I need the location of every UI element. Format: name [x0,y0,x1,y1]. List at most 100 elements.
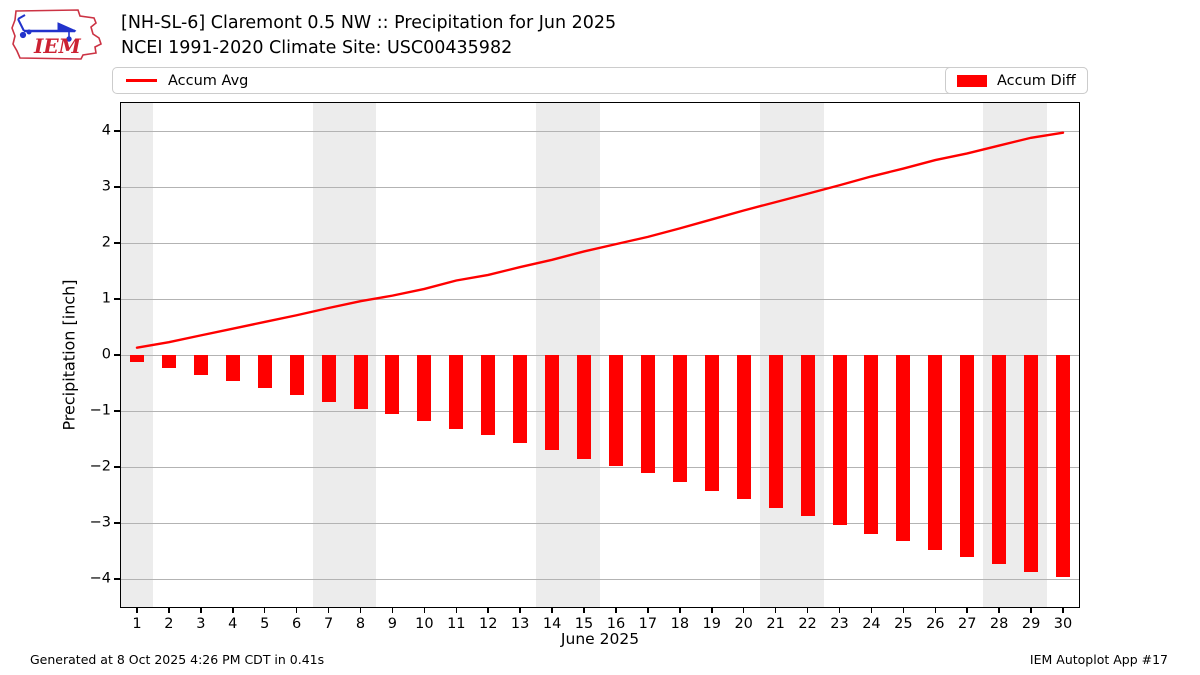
x-tick-mark [136,607,138,613]
x-tick-label: 21 [766,616,785,632]
y-tick-label: 3 [101,178,111,195]
y-gridline [121,187,1079,188]
y-tick-label: −2 [89,458,111,475]
x-tick-mark [583,607,585,613]
y-gridline [121,411,1079,412]
y-gridline [121,355,1079,356]
y-tick-mark [114,242,120,244]
logo-text: IEM [33,34,82,58]
x-tick-label: 20 [734,616,753,632]
legend-label-accum-avg: Accum Avg [168,72,249,89]
accum-diff-bar [800,355,815,517]
y-tick-label: 1 [101,290,111,307]
accum-diff-bar [289,355,304,395]
x-tick-label: 25 [894,616,913,632]
x-tick-label: 3 [196,616,206,632]
x-tick-label: 1 [132,616,142,632]
x-tick-label: 2 [164,616,174,632]
x-tick-mark [774,607,777,613]
x-tick-label: 22 [798,616,817,632]
x-tick-label: 15 [574,616,594,632]
x-tick-mark [263,607,266,613]
accum-diff-bar [704,355,719,491]
x-tick-label: 19 [702,616,721,632]
y-tick-mark [114,186,120,188]
chart-subtitle: NCEI 1991-2020 Climate Site: USC00435982 [121,38,513,58]
x-tick-label: 9 [387,616,398,632]
y-tick-label: −4 [89,570,111,587]
x-tick-mark [902,607,905,613]
x-tick-mark [1062,607,1064,613]
x-tick-mark [359,607,362,613]
y-tick-mark [114,466,120,468]
x-tick-label: 14 [542,616,562,632]
accum-diff-bar [193,355,208,375]
x-tick-label: 12 [478,616,498,632]
y-tick-mark [114,410,120,412]
accum-diff-bar [321,355,336,403]
accum-avg-line [135,131,1065,349]
app-credit: IEM Autoplot App #17 [1029,652,1168,667]
x-tick-mark [711,607,713,613]
x-tick-mark [647,607,649,613]
x-tick-mark [168,607,170,613]
x-tick-mark [327,607,330,613]
x-tick-label: 13 [510,616,530,632]
y-gridline [121,299,1079,300]
y-tick-label: 2 [101,234,111,251]
x-tick-mark [1030,607,1032,613]
x-tick-label: 30 [1053,616,1073,632]
x-tick-mark [487,607,489,613]
weathervane-icon [17,14,77,42]
x-tick-label: 11 [447,616,466,632]
title-block: [NH-SL-6] Claremont 0.5 NW :: Precipitat… [121,11,616,61]
legend-entry-accum-avg: Accum Avg [126,68,248,93]
y-tick-mark [114,354,120,356]
y-tick-mark [114,578,120,580]
accum-diff-bar [864,355,879,534]
accum-diff-bar [992,355,1007,565]
chart-title: [NH-SL-6] Claremont 0.5 NW :: Precipitat… [121,13,617,33]
x-tick-label: 23 [830,616,849,632]
x-tick-label: 18 [670,616,690,632]
y-gridline [121,131,1079,132]
legend-entry-accum-diff: Accum Diff [945,67,1088,94]
accum-diff-bar [353,355,368,409]
x-tick-mark [519,607,521,613]
x-tick-label: 26 [926,616,945,632]
bar-swatch-icon [957,74,987,87]
y-gridline [121,523,1079,524]
x-tick-label: 8 [355,616,366,632]
accum-diff-bar [161,355,176,368]
accum-diff-bar [1024,355,1039,573]
x-tick-mark [806,607,809,613]
y-tick-label: −3 [89,514,111,531]
x-tick-label: 5 [260,616,270,632]
y-tick-mark [114,522,120,524]
x-tick-mark [998,607,1000,613]
x-tick-label: 6 [292,616,302,632]
accum-diff-bar [545,355,560,451]
x-axis-label: June 2025 [560,630,640,648]
accum-diff-bar [736,355,751,500]
x-tick-mark [295,607,298,613]
x-tick-mark [200,607,202,613]
accum-diff-bar [672,355,687,482]
accum-diff-bar [225,355,240,382]
x-tick-mark [232,607,234,613]
x-tick-mark [551,607,553,613]
accum-diff-bar [129,355,144,363]
accum-diff-bar [896,355,911,542]
iem-logo-icon: IEM [11,9,102,60]
accum-diff-bar [608,355,623,466]
y-axis-label: Precipitation [inch] [59,279,79,431]
iowa-outline [11,9,102,60]
y-tick-label: −1 [89,402,111,419]
x-tick-mark [679,607,681,613]
legend: Accum Avg Accum Diff [112,67,1088,94]
accum-diff-bar [1056,355,1071,578]
accum-diff-bar [768,355,783,508]
x-tick-label: 17 [638,616,658,632]
accum-diff-bar [385,355,400,415]
